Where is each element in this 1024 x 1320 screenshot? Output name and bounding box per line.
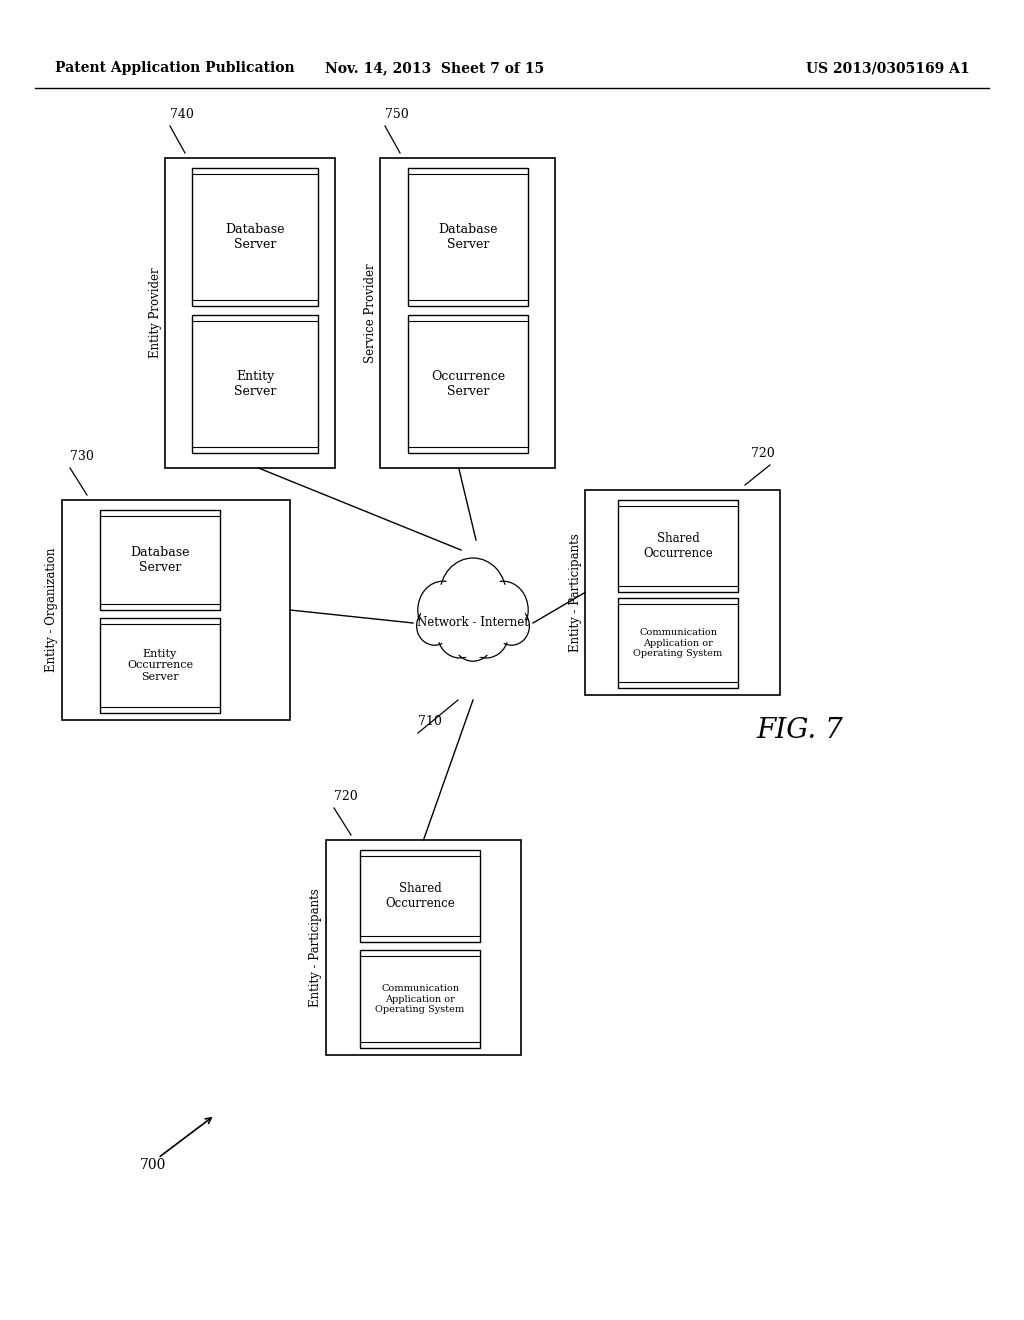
Text: Service Provider: Service Provider [364,263,377,363]
Text: Entity - Participants: Entity - Participants [568,533,582,652]
Text: US 2013/0305169 A1: US 2013/0305169 A1 [806,61,970,75]
Text: Entity - Organization: Entity - Organization [45,548,58,672]
Ellipse shape [444,562,502,626]
Text: 740: 740 [170,108,194,121]
Text: Entity Provider: Entity Provider [148,268,162,358]
Bar [360,850,480,942]
Text: 720: 720 [752,447,775,459]
Ellipse shape [456,622,490,659]
Text: Entity
Server: Entity Server [233,370,276,399]
Ellipse shape [496,609,527,643]
Bar [408,315,528,453]
Ellipse shape [464,607,509,657]
Text: 720: 720 [334,789,357,803]
Ellipse shape [421,585,465,635]
Text: Entity
Occurrence
Server: Entity Occurrence Server [127,649,194,682]
Text: Communication
Application or
Operating System: Communication Application or Operating S… [634,628,723,657]
Text: Database
Server: Database Server [225,223,285,251]
Text: Communication
Application or
Operating System: Communication Application or Operating S… [376,985,465,1014]
Bar [193,168,318,306]
Ellipse shape [454,619,493,661]
Ellipse shape [418,581,468,639]
Ellipse shape [478,581,528,639]
Bar [380,158,555,469]
Ellipse shape [439,610,480,655]
Text: 700: 700 [140,1158,166,1172]
Bar [585,490,780,696]
Bar [100,618,220,713]
Bar [408,168,528,306]
Bar [100,510,220,610]
Bar [618,500,738,591]
Text: Patent Application Publication: Patent Application Publication [55,61,295,75]
Ellipse shape [481,585,525,635]
Text: Database
Server: Database Server [438,223,498,251]
Text: Shared
Occurrence: Shared Occurrence [385,882,455,909]
Text: 710: 710 [418,715,442,729]
Text: Entity - Participants: Entity - Participants [309,888,323,1007]
Bar [326,840,521,1055]
Text: Occurrence
Server: Occurrence Server [431,370,505,399]
Bar [360,950,480,1048]
Text: Shared
Occurrence: Shared Occurrence [643,532,713,560]
Ellipse shape [466,610,506,655]
Ellipse shape [440,558,506,630]
Text: Database
Server: Database Server [130,546,189,574]
Ellipse shape [419,609,451,643]
Text: Network - Internet: Network - Internet [417,616,529,630]
Text: 730: 730 [70,450,94,463]
Text: 750: 750 [385,108,409,121]
Text: FIG. 7: FIG. 7 [757,717,844,743]
Bar [62,500,290,719]
Bar [165,158,335,469]
Ellipse shape [437,607,482,657]
Ellipse shape [417,607,453,645]
Bar [618,598,738,688]
Ellipse shape [494,607,529,645]
Bar [193,315,318,453]
Text: Nov. 14, 2013  Sheet 7 of 15: Nov. 14, 2013 Sheet 7 of 15 [326,61,545,75]
